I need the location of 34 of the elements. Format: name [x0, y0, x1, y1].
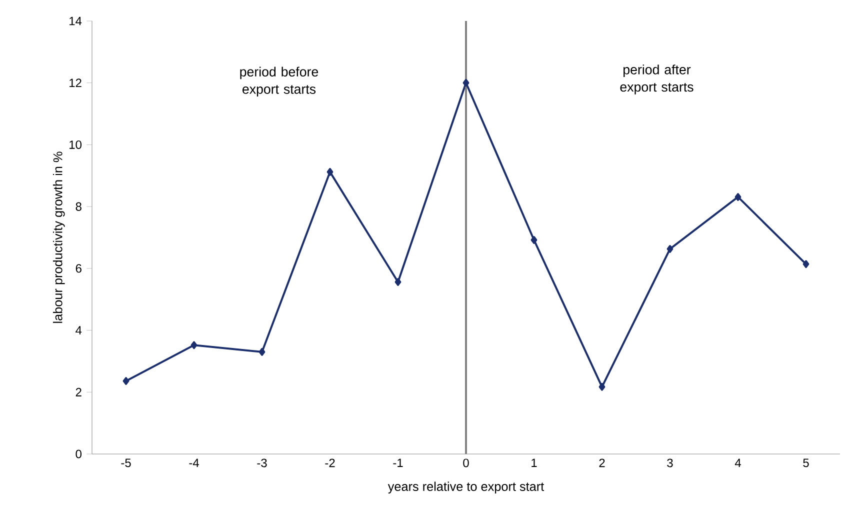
- y-tick-label: 8: [76, 202, 82, 211]
- point: [802, 260, 810, 268]
- y-tick-label: 6: [76, 264, 82, 273]
- x-tick-label: 2: [599, 458, 605, 468]
- point: [258, 348, 266, 356]
- x-tick-label: 5: [803, 458, 809, 468]
- point: [462, 78, 470, 87]
- annotation: period after export starts: [620, 64, 694, 94]
- y-tick-label: 12: [70, 78, 82, 88]
- x-tick-label: -3: [257, 458, 267, 468]
- y-tick-label: 2: [76, 388, 82, 396]
- x-tick-label: 0: [463, 458, 469, 468]
- point: [326, 168, 334, 176]
- point: [190, 341, 198, 350]
- y-tick-label: 14: [70, 16, 82, 26]
- point: [666, 244, 674, 253]
- point: [734, 193, 742, 201]
- x-tick-label: -2: [325, 458, 335, 468]
- x-tick-label: 3: [667, 458, 673, 468]
- point: [530, 236, 538, 244]
- annotation: period before export starts: [240, 66, 318, 96]
- y-axis-title: labour productivity growth in %: [52, 152, 65, 323]
- x-axis-title: years relative to export start: [388, 482, 544, 494]
- x-tick-label: 4: [734, 458, 741, 467]
- point: [394, 278, 402, 286]
- x-tick-label: 1: [532, 458, 537, 467]
- point: [122, 377, 130, 385]
- x-tick-label: -5: [121, 458, 131, 468]
- y-tick-label: 0: [76, 450, 82, 458]
- x-tick-label: -1: [393, 458, 403, 467]
- x-tick-label: -4: [189, 458, 199, 467]
- y-tick-label: 10: [70, 140, 82, 149]
- point: [598, 382, 606, 391]
- y-tick-label: 4: [76, 326, 82, 334]
